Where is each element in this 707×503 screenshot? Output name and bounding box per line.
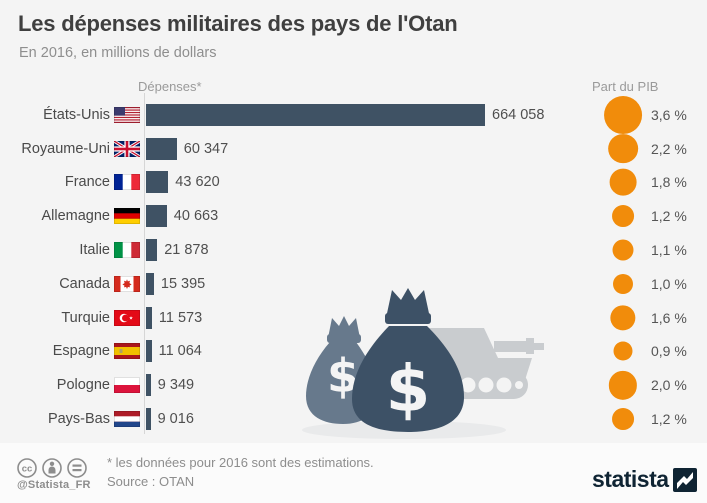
- country-flag-icon: [114, 106, 140, 123]
- country-label: Pologne: [56, 377, 110, 394]
- footnote: * les données pour 2016 sont des estimat…: [107, 455, 374, 470]
- spending-bar: [146, 171, 169, 194]
- table-row: France 43 620 1,8 %: [0, 166, 707, 200]
- page-title: Les dépenses militaires des pays de l'Ot…: [18, 11, 458, 36]
- gdp-share-value: 0,9 %: [651, 343, 687, 360]
- source-label: Source : OTAN: [107, 474, 195, 489]
- gdp-share-circle: [609, 169, 637, 196]
- attribution-icon: [42, 458, 62, 478]
- country-flag-icon: [114, 208, 140, 225]
- gdp-share-circle: [608, 371, 638, 400]
- country-label: Italie: [79, 242, 110, 259]
- twitter-handle[interactable]: @Statista_FR: [17, 479, 91, 491]
- spending-bar: [146, 205, 167, 228]
- gdp-share-value: 1,8 %: [651, 174, 687, 191]
- svg-text:$: $: [386, 353, 431, 427]
- spending-value: 11 064: [158, 343, 202, 360]
- gdp-share-value: 1,6 %: [651, 309, 687, 326]
- country-label: Espagne: [52, 343, 110, 360]
- svg-text:cc: cc: [22, 464, 33, 475]
- country-label: Royaume-Uni: [21, 140, 110, 157]
- table-row: Pays-Bas 9 016 1,2 %: [0, 402, 707, 436]
- country-flag-icon: [114, 309, 140, 326]
- table-row: Espagne 11 064 0,9 %: [0, 335, 707, 369]
- spending-value: 9 349: [157, 377, 195, 394]
- table-row: Royaume-Uni 60 347 2,2 %: [0, 132, 707, 166]
- cc-icon: cc: [17, 458, 37, 478]
- column-header-depenses: Dépenses*: [138, 79, 202, 94]
- country-label: Pays-Bas: [47, 411, 110, 428]
- gdp-share-value: 2,0 %: [651, 377, 687, 394]
- spending-bar: [146, 408, 151, 431]
- footer-background: [0, 443, 707, 503]
- spending-value: 11 573: [158, 309, 203, 326]
- spending-bar: [146, 103, 485, 126]
- gdp-share-value: 2,2 %: [651, 140, 687, 157]
- country-flag-icon: [114, 242, 140, 259]
- country-flag-icon: [114, 343, 140, 360]
- country-label: États-Unis: [43, 106, 110, 123]
- spending-value: 43 620: [175, 174, 220, 191]
- country-flag-icon: [113, 139, 141, 159]
- spending-value: 9 016: [157, 411, 194, 428]
- gdp-share-circle: [608, 133, 638, 164]
- gdp-share-circle: [612, 408, 634, 431]
- country-flag-icon: [114, 275, 140, 292]
- money-bag-icon: $: [352, 288, 464, 432]
- license-icons[interactable]: cc: [17, 457, 87, 479]
- statista-logo[interactable]: statista: [592, 466, 697, 493]
- spending-bar: [146, 239, 158, 262]
- spending-bar: [146, 137, 177, 160]
- bar-chart: États-Unis 664 058 3,6 % Royaume-Uni 60 …: [0, 95, 707, 436]
- spending-value: 21 878: [164, 242, 209, 259]
- country-label: France: [64, 174, 110, 191]
- spending-bar: [146, 340, 152, 363]
- gdp-share-circle: [610, 305, 636, 331]
- page-subtitle: En 2016, en millions de dollars: [19, 45, 217, 61]
- table-row: Pologne 9 349 2,0 %: [0, 368, 707, 402]
- gdp-share-circle: [612, 205, 634, 228]
- gdp-share-value: 3,6 %: [651, 106, 687, 123]
- statista-wordmark: statista: [592, 466, 669, 492]
- gdp-share-circle: [612, 239, 634, 261]
- column-header-part-du-pib: Part du PIB: [592, 79, 659, 94]
- table-row: Allemagne 40 663 1,2 %: [0, 199, 707, 233]
- axis-line: [144, 93, 145, 434]
- gdp-share-value: 1,0 %: [651, 275, 687, 292]
- gdp-share-circle: [613, 273, 633, 294]
- table-row: Canada 15 395 1,0 %: [0, 267, 707, 301]
- illustration: $ $: [296, 280, 546, 447]
- spending-value: 664 058: [492, 106, 545, 123]
- statista-mark-icon: [672, 467, 697, 492]
- country-label: Turquie: [61, 309, 110, 326]
- table-row: Italie 21 878 1,1 %: [0, 233, 707, 267]
- gdp-share-value: 1,2 %: [651, 208, 687, 225]
- spending-value: 40 663: [173, 208, 219, 225]
- gdp-share-value: 1,2 %: [651, 411, 687, 428]
- country-flag-icon: [114, 174, 140, 191]
- country-label: Canada: [59, 275, 110, 292]
- spending-bar: [146, 306, 152, 329]
- spending-bar: [146, 272, 154, 295]
- gdp-share-circle: [613, 341, 633, 361]
- table-row: Turquie 11 573 1,6 %: [0, 301, 707, 335]
- gdp-share-value: 1,1 %: [651, 242, 687, 259]
- country-flag-icon: [114, 411, 140, 428]
- spending-value: 15 395: [160, 275, 206, 292]
- gdp-share-circle: [604, 95, 642, 134]
- table-row: États-Unis 664 058 3,6 %: [0, 95, 707, 134]
- country-label: Allemagne: [41, 208, 110, 225]
- spending-bar: [146, 374, 151, 397]
- country-flag-icon: [114, 377, 140, 394]
- spending-value: 60 347: [183, 140, 229, 157]
- equal-icon: [67, 458, 87, 478]
